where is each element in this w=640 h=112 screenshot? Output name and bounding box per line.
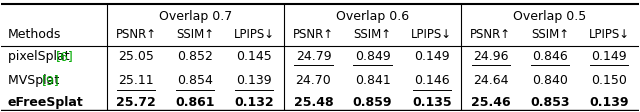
Text: LPIPS↓: LPIPS↓ (589, 28, 630, 41)
Text: [9]: [9] (42, 74, 60, 86)
Text: 24.64: 24.64 (473, 74, 509, 86)
Text: [6]: [6] (56, 50, 74, 62)
Text: 0.135: 0.135 (412, 95, 451, 108)
Text: 24.96: 24.96 (473, 50, 509, 62)
Text: 0.849: 0.849 (355, 50, 390, 62)
Text: 0.841: 0.841 (355, 74, 390, 86)
Text: Overlap 0.7: Overlap 0.7 (159, 10, 232, 23)
Text: MVSplat: MVSplat (8, 74, 63, 86)
Text: PSNR↑: PSNR↑ (470, 28, 511, 41)
Text: 0.132: 0.132 (234, 95, 274, 108)
Text: 0.145: 0.145 (236, 50, 272, 62)
Text: LPIPS↓: LPIPS↓ (234, 28, 275, 41)
Text: 25.48: 25.48 (294, 95, 333, 108)
Text: Methods: Methods (8, 28, 61, 41)
Text: 0.150: 0.150 (591, 74, 627, 86)
Text: PSNR↑: PSNR↑ (293, 28, 334, 41)
Text: 0.139: 0.139 (589, 95, 629, 108)
Text: eFreeSplat: eFreeSplat (8, 95, 83, 108)
Text: 0.853: 0.853 (530, 95, 570, 108)
Text: 0.840: 0.840 (532, 74, 568, 86)
Text: 25.11: 25.11 (118, 74, 154, 86)
Text: 0.846: 0.846 (532, 50, 568, 62)
Text: 0.139: 0.139 (237, 74, 272, 86)
Text: LPIPS↓: LPIPS↓ (411, 28, 452, 41)
Text: PSNR↑: PSNR↑ (116, 28, 157, 41)
Text: 0.149: 0.149 (591, 50, 627, 62)
Text: 25.05: 25.05 (118, 50, 154, 62)
Text: 0.852: 0.852 (177, 50, 213, 62)
Text: 0.861: 0.861 (175, 95, 215, 108)
Text: 24.79: 24.79 (296, 50, 332, 62)
Text: 0.854: 0.854 (177, 74, 213, 86)
Text: 25.46: 25.46 (471, 95, 511, 108)
Text: pixelSplat: pixelSplat (8, 50, 74, 62)
Text: 0.149: 0.149 (414, 50, 449, 62)
Text: 24.70: 24.70 (296, 74, 332, 86)
Text: SSIM↑: SSIM↑ (176, 28, 214, 41)
Text: Overlap 0.6: Overlap 0.6 (336, 10, 409, 23)
Text: SSIM↑: SSIM↑ (531, 28, 569, 41)
Text: 0.859: 0.859 (353, 95, 392, 108)
Text: 0.146: 0.146 (414, 74, 449, 86)
Text: 25.72: 25.72 (116, 95, 156, 108)
Text: SSIM↑: SSIM↑ (353, 28, 392, 41)
Text: Overlap 0.5: Overlap 0.5 (513, 10, 586, 23)
